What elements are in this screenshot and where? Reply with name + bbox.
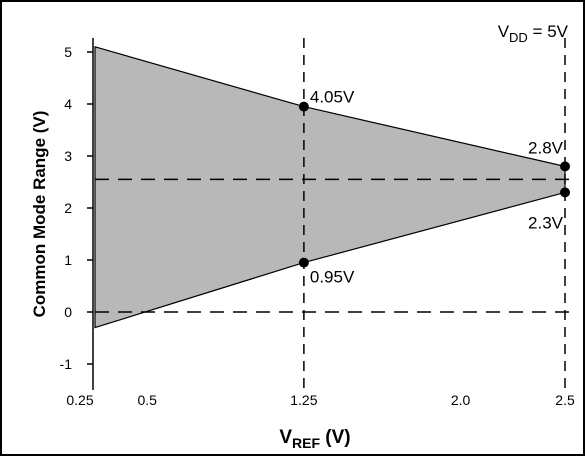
data-point-label: 4.05V: [310, 88, 355, 107]
data-point-label: 0.95V: [310, 268, 355, 287]
y-tick-label: 4: [64, 96, 72, 112]
y-axis-label: Common Mode Range (V): [30, 111, 49, 318]
y-tick-label: 5: [64, 44, 72, 60]
data-point-marker: [560, 187, 570, 198]
x-axis-label: VREF (V): [279, 427, 350, 451]
data-point-label: 2.8V: [528, 138, 564, 157]
x-tick-label: 2.0: [451, 392, 471, 408]
vdd-condition-label: VDD = 5V: [498, 22, 569, 45]
y-tick-label: -1: [60, 356, 73, 372]
y-tick-label: 3: [64, 148, 72, 164]
y-tick-label: 2: [64, 200, 72, 216]
data-point-marker: [298, 257, 309, 268]
x-tick-label: 0.5: [137, 392, 157, 408]
x-tick-label: 1.25: [290, 392, 317, 408]
x-tick-label: 0.25: [66, 392, 93, 408]
y-tick-label: 1: [64, 252, 72, 268]
data-point-label: 2.3V: [528, 213, 564, 232]
y-tick-label: 0: [64, 304, 72, 320]
data-point-marker: [560, 161, 570, 172]
data-point-marker: [298, 101, 309, 112]
x-tick-label: 2.5: [555, 392, 575, 408]
